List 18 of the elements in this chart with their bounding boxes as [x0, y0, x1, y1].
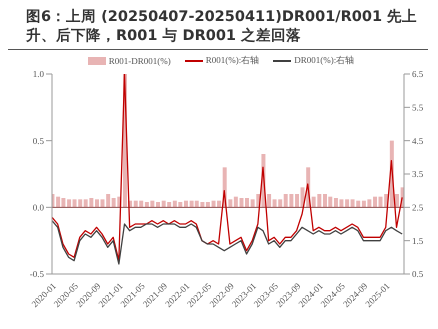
- legend-label: DR001(%):右轴: [294, 54, 354, 67]
- y-tick-label: 1.0: [32, 69, 44, 80]
- line-series: [52, 74, 403, 262]
- line-series: [52, 220, 403, 265]
- bar: [312, 196, 316, 208]
- y2-tick-label: 2.5: [412, 202, 424, 213]
- chart-title: 图6：上周 (20250407-20250411)DR001/R001 先上升、后下降，R001 与 DR001 之差回落: [8, 8, 428, 50]
- legend-label: R001-DR001(%): [108, 56, 171, 66]
- y2-tick-label: 1.5: [412, 236, 424, 246]
- y-tick-label: 0.0: [32, 202, 44, 213]
- y2-tick-label: 0.5: [412, 269, 424, 280]
- y2-tick-label: 3.5: [412, 169, 424, 180]
- y-tick-label: 0.5: [32, 136, 44, 146]
- y-tick-label: -0.5: [30, 269, 44, 280]
- y2-tick-label: 5.5: [412, 102, 424, 113]
- legend-label: R001(%):右轴: [206, 54, 260, 67]
- y2-tick-label: 4.5: [412, 136, 424, 146]
- y2-tick-label: 6.5: [412, 69, 424, 80]
